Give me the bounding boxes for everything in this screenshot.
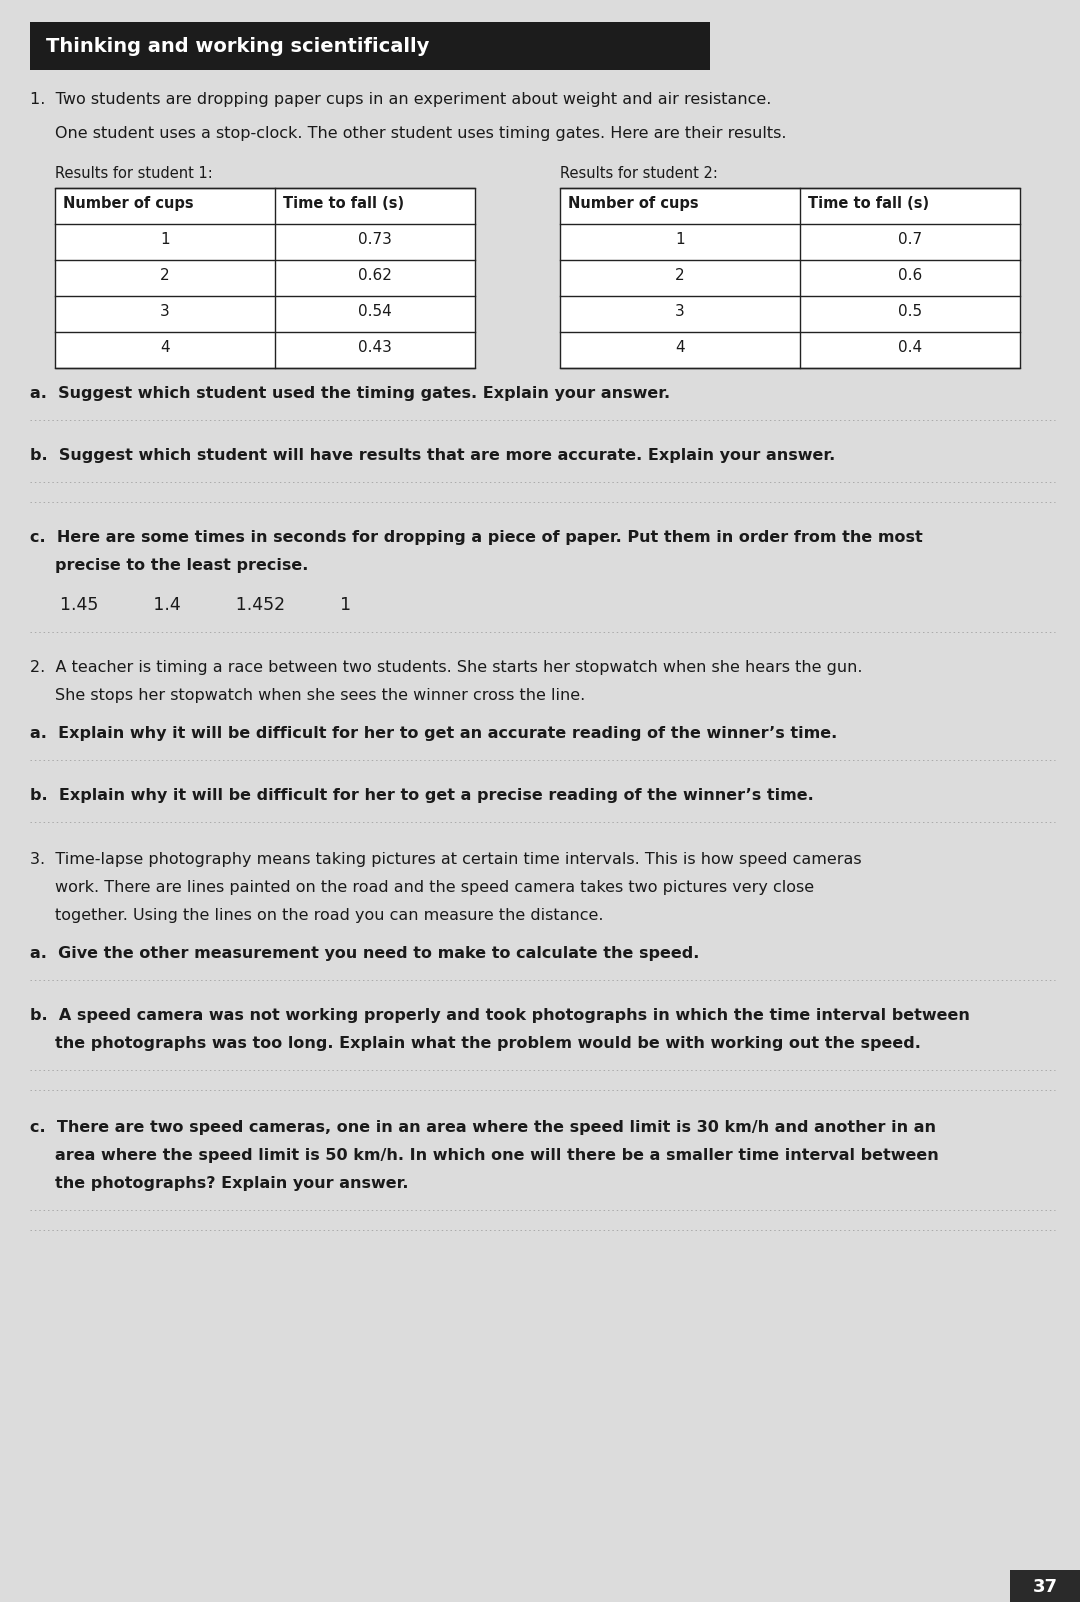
Text: Results for student 2:: Results for student 2:: [561, 167, 718, 181]
Text: the photographs was too long. Explain what the problem would be with working out: the photographs was too long. Explain wh…: [55, 1036, 921, 1051]
Text: One student uses a stop-clock. The other student uses timing gates. Here are the: One student uses a stop-clock. The other…: [55, 127, 786, 141]
Text: 2: 2: [160, 268, 170, 284]
Text: together. Using the lines on the road you can measure the distance.: together. Using the lines on the road yo…: [55, 908, 604, 923]
Text: 4: 4: [160, 340, 170, 356]
Text: a.  Give the other measurement you need to make to calculate the speed.: a. Give the other measurement you need t…: [30, 947, 700, 961]
Text: 2.  A teacher is timing a race between two students. She starts her stopwatch wh: 2. A teacher is timing a race between tw…: [30, 660, 863, 674]
Text: 1: 1: [160, 232, 170, 247]
Text: c.  There are two speed cameras, one in an area where the speed limit is 30 km/h: c. There are two speed cameras, one in a…: [30, 1120, 936, 1134]
Text: area where the speed limit is 50 km/h. In which one will there be a smaller time: area where the speed limit is 50 km/h. I…: [55, 1149, 939, 1163]
Text: b.  A speed camera was not working properly and took photographs in which the ti: b. A speed camera was not working proper…: [30, 1008, 970, 1024]
Bar: [55, 187, 475, 368]
Text: 3.  Time-lapse photography means taking pictures at certain time intervals. This: 3. Time-lapse photography means taking p…: [30, 852, 862, 867]
Text: 4: 4: [675, 340, 685, 356]
Text: 3: 3: [160, 304, 170, 319]
Bar: [561, 187, 1020, 368]
Text: work. There are lines painted on the road and the speed camera takes two picture: work. There are lines painted on the roa…: [55, 879, 814, 896]
Text: 3: 3: [675, 304, 685, 319]
Text: Thinking and working scientifically: Thinking and working scientifically: [46, 37, 430, 56]
Text: c.  Here are some times in seconds for dropping a piece of paper. Put them in or: c. Here are some times in seconds for dr…: [30, 530, 922, 545]
Text: 1.45          1.4          1.452          1: 1.45 1.4 1.452 1: [60, 596, 351, 614]
Text: 0.73: 0.73: [359, 232, 392, 247]
Text: a.  Suggest which student used the timing gates. Explain your answer.: a. Suggest which student used the timing…: [30, 386, 670, 400]
Text: 0.43: 0.43: [359, 340, 392, 356]
Text: the photographs? Explain your answer.: the photographs? Explain your answer.: [55, 1176, 408, 1190]
Text: precise to the least precise.: precise to the least precise.: [55, 557, 309, 574]
Text: 37: 37: [1032, 1578, 1057, 1596]
Text: Number of cups: Number of cups: [63, 195, 193, 211]
Text: Time to fall (s): Time to fall (s): [808, 195, 929, 211]
Text: 1: 1: [675, 232, 685, 247]
Text: 2: 2: [675, 268, 685, 284]
Text: 0.54: 0.54: [359, 304, 392, 319]
Text: 0.7: 0.7: [897, 232, 922, 247]
Text: 0.62: 0.62: [359, 268, 392, 284]
Text: Time to fall (s): Time to fall (s): [283, 195, 404, 211]
Text: 0.4: 0.4: [897, 340, 922, 356]
Text: 0.5: 0.5: [897, 304, 922, 319]
Text: She stops her stopwatch when she sees the winner cross the line.: She stops her stopwatch when she sees th…: [55, 687, 585, 703]
Bar: [30, 22, 710, 70]
Text: 0.6: 0.6: [897, 268, 922, 284]
Bar: [1010, 1570, 1080, 1602]
Text: b.  Suggest which student will have results that are more accurate. Explain your: b. Suggest which student will have resul…: [30, 449, 835, 463]
Text: Results for student 1:: Results for student 1:: [55, 167, 213, 181]
Text: 1.  Two students are dropping paper cups in an experiment about weight and air r: 1. Two students are dropping paper cups …: [30, 91, 771, 107]
Text: a.  Explain why it will be difficult for her to get an accurate reading of the w: a. Explain why it will be difficult for …: [30, 726, 837, 742]
Text: Number of cups: Number of cups: [568, 195, 699, 211]
Text: b.  Explain why it will be difficult for her to get a precise reading of the win: b. Explain why it will be difficult for …: [30, 788, 813, 803]
